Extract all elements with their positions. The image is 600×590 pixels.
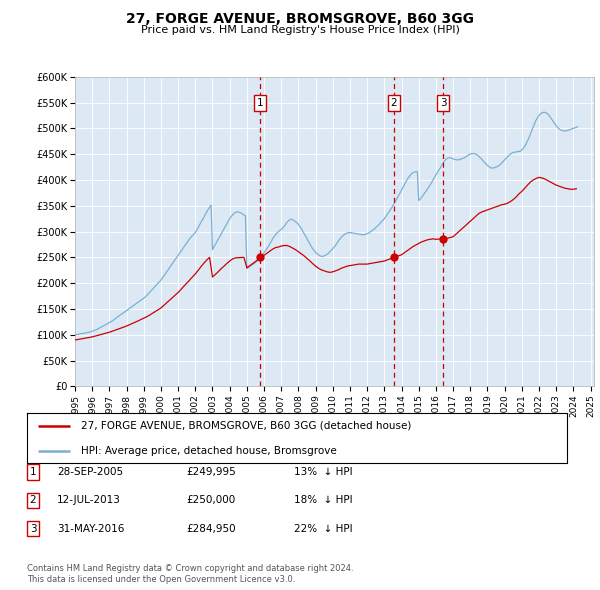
Text: Price paid vs. HM Land Registry's House Price Index (HPI): Price paid vs. HM Land Registry's House … bbox=[140, 25, 460, 35]
Text: 2: 2 bbox=[29, 496, 37, 505]
Text: 3: 3 bbox=[440, 98, 446, 108]
Text: £250,000: £250,000 bbox=[186, 496, 235, 505]
Text: 28-SEP-2005: 28-SEP-2005 bbox=[57, 467, 123, 477]
Text: 1: 1 bbox=[29, 467, 37, 477]
Text: 22%  ↓ HPI: 22% ↓ HPI bbox=[294, 524, 353, 533]
Text: 3: 3 bbox=[29, 524, 37, 533]
Text: 27, FORGE AVENUE, BROMSGROVE, B60 3GG: 27, FORGE AVENUE, BROMSGROVE, B60 3GG bbox=[126, 12, 474, 26]
Text: £249,995: £249,995 bbox=[186, 467, 236, 477]
Text: Contains HM Land Registry data © Crown copyright and database right 2024.: Contains HM Land Registry data © Crown c… bbox=[27, 565, 353, 573]
Text: 18%  ↓ HPI: 18% ↓ HPI bbox=[294, 496, 353, 505]
Text: 13%  ↓ HPI: 13% ↓ HPI bbox=[294, 467, 353, 477]
Text: This data is licensed under the Open Government Licence v3.0.: This data is licensed under the Open Gov… bbox=[27, 575, 295, 584]
Text: 1: 1 bbox=[256, 98, 263, 108]
Text: HPI: Average price, detached house, Bromsgrove: HPI: Average price, detached house, Brom… bbox=[81, 445, 337, 455]
Text: 12-JUL-2013: 12-JUL-2013 bbox=[57, 496, 121, 505]
Text: 2: 2 bbox=[391, 98, 397, 108]
Text: 27, FORGE AVENUE, BROMSGROVE, B60 3GG (detached house): 27, FORGE AVENUE, BROMSGROVE, B60 3GG (d… bbox=[81, 421, 412, 431]
Text: £284,950: £284,950 bbox=[186, 524, 236, 533]
Text: 31-MAY-2016: 31-MAY-2016 bbox=[57, 524, 124, 533]
